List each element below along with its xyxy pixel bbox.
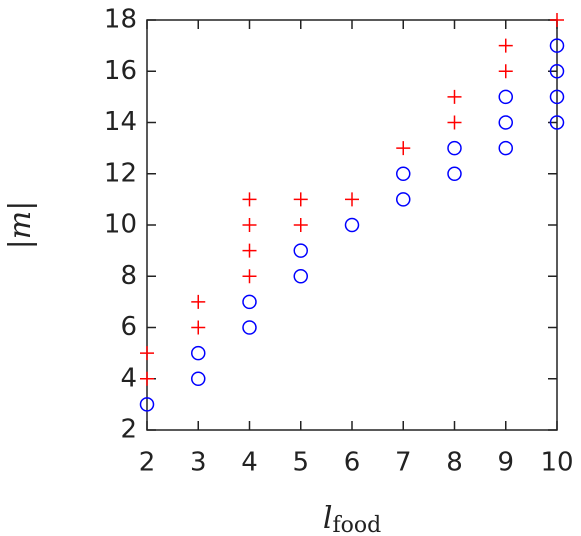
- y-tick-label: 6: [120, 312, 137, 342]
- circle-marker: [293, 269, 308, 284]
- y-tick-label: 12: [104, 158, 137, 188]
- circle-marker: [191, 371, 206, 386]
- plus-marker: [242, 218, 257, 232]
- circle-marker: [447, 166, 462, 181]
- y-tick-label: 14: [104, 107, 137, 137]
- x-axis-label: lfood: [323, 501, 381, 536]
- plus-marker: [345, 192, 359, 207]
- circle-marker: [242, 320, 257, 335]
- x-tick-label: 5: [292, 448, 309, 478]
- circle-marker: [344, 217, 360, 233]
- x-tick-label: 4: [241, 448, 258, 478]
- plus-marker: [293, 218, 308, 232]
- y-tick-label: 8: [120, 261, 137, 291]
- x-tick-label: 3: [190, 448, 207, 478]
- circle-marker: [498, 89, 513, 105]
- plus-marker: [396, 141, 411, 156]
- circle-marker: [242, 294, 257, 310]
- x-tick-label: 2: [139, 448, 156, 478]
- circle-marker: [549, 64, 565, 79]
- circle-marker: [447, 140, 462, 156]
- circle-marker: [549, 115, 565, 130]
- plus-marker: [191, 320, 206, 335]
- x-tick-label: 7: [395, 448, 412, 478]
- circle-marker: [191, 345, 206, 361]
- y-tick-label: 4: [120, 363, 137, 393]
- plus-marker: [140, 346, 154, 361]
- x-axis-label-main: l: [323, 501, 333, 536]
- plus-marker: [242, 243, 257, 258]
- plus-marker: [293, 192, 308, 207]
- x-tick-label: 6: [344, 448, 361, 478]
- y-tick-label: 2: [120, 415, 137, 445]
- plus-marker: [498, 38, 513, 53]
- plus-marker: [242, 192, 257, 207]
- x-tick-label: 9: [497, 448, 514, 478]
- x-tick-label: 8: [446, 448, 463, 478]
- plus-marker: [242, 269, 257, 284]
- plus-marker: [191, 294, 206, 309]
- plus-marker: [447, 115, 462, 130]
- y-tick-label: 18: [104, 5, 137, 35]
- plot-frame: [146, 19, 558, 431]
- y-tick-label: 10: [104, 210, 137, 240]
- circle-marker: [396, 166, 411, 181]
- circle-marker: [139, 397, 155, 412]
- circle-marker: [498, 140, 513, 156]
- plus-marker: [550, 13, 564, 27]
- x-tick-label: 10: [540, 448, 573, 478]
- x-axis-label-subscript: food: [332, 513, 381, 536]
- plus-marker: [140, 371, 154, 386]
- circle-marker: [498, 115, 513, 130]
- plus-marker: [498, 64, 513, 79]
- circle-marker: [549, 38, 565, 53]
- circle-marker: [549, 89, 565, 105]
- plus-marker: [447, 89, 462, 104]
- y-axis-label: |m|: [3, 201, 38, 250]
- circle-marker: [293, 243, 308, 258]
- circle-marker: [396, 192, 411, 207]
- y-tick-label: 16: [104, 56, 137, 86]
